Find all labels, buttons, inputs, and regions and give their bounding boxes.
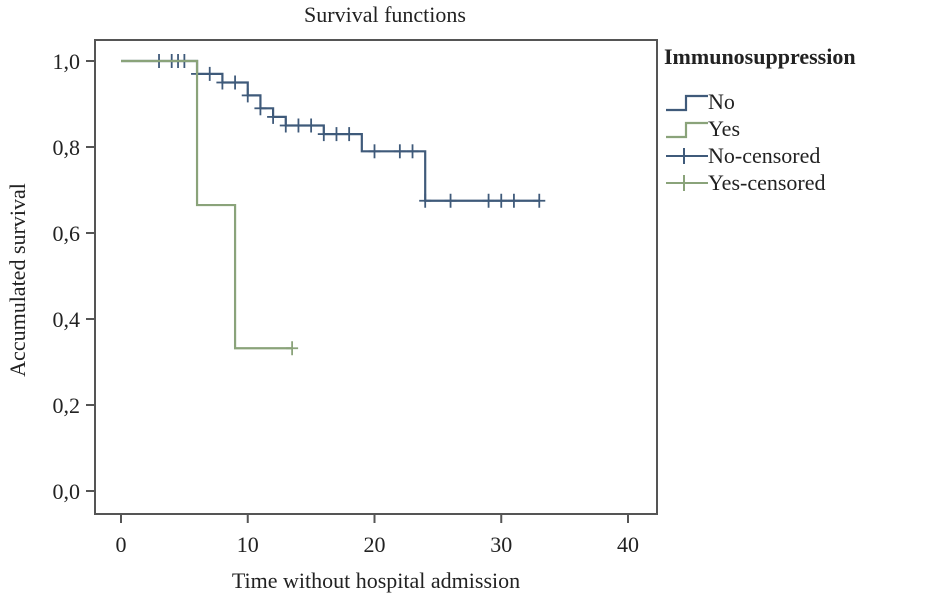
plot-area-frame <box>94 39 658 515</box>
y-axis: 0,0 0,2 0,4 0,6 0,8 1,0 <box>53 49 95 504</box>
y-tick-label: 1,0 <box>53 49 81 74</box>
legend-item: Yes-censored <box>664 169 826 196</box>
series-line-yes <box>121 59 293 350</box>
y-tick-label: 0,6 <box>53 221 81 246</box>
censor-mark-no <box>279 118 292 133</box>
censor-mark-no <box>482 193 495 208</box>
censor-mark-no <box>216 75 229 90</box>
censor-mark-no <box>406 144 419 159</box>
censor-mark-no <box>241 88 254 103</box>
censor-mark-no <box>229 75 242 90</box>
x-tick-label: 20 <box>364 532 386 557</box>
y-tick-label: 0,0 <box>53 479 81 504</box>
y-tick-label: 0,2 <box>53 393 81 418</box>
censor-mark-no <box>507 193 520 208</box>
censor-mark-no <box>203 66 216 81</box>
x-tick-label: 10 <box>237 532 259 557</box>
censor-mark-no <box>393 144 406 159</box>
chart-title: Survival functions <box>304 2 466 27</box>
legend-label: Yes-censored <box>708 169 826 195</box>
censor-mark-yes <box>286 341 299 356</box>
legend-label: No <box>708 88 735 114</box>
censor-mark-no <box>444 193 457 208</box>
censor-mark-no <box>330 127 343 142</box>
y-tick-label: 0,8 <box>53 135 81 160</box>
legend-item: Yes <box>664 115 826 142</box>
x-axis-label: Time without hospital admission <box>231 568 521 593</box>
legend-label: Yes <box>708 115 741 141</box>
censor-mark-no <box>533 193 546 208</box>
y-tick-label: 0,4 <box>53 307 81 332</box>
y-axis-label: Accumulated survival <box>5 183 30 377</box>
legend-censor-swatch <box>666 174 708 191</box>
censor-mark-no <box>419 193 432 208</box>
censor-mark-no <box>317 127 330 142</box>
series-layer <box>121 54 546 356</box>
legend-label: No-censored <box>708 142 821 168</box>
censor-mark-no <box>292 118 305 133</box>
censor-mark-no <box>495 193 508 208</box>
legend-step-swatch <box>666 121 708 138</box>
legend: No Yes No-censored Yes-censored <box>664 88 826 196</box>
censor-mark-no <box>254 101 267 116</box>
censor-mark-no <box>343 127 356 142</box>
legend-item: No <box>664 88 826 115</box>
censor-mark-no <box>305 118 318 133</box>
censor-mark-no <box>368 144 381 159</box>
legend-item: No-censored <box>664 142 826 169</box>
legend-title: Immunosuppression <box>664 44 856 69</box>
x-axis: 0 10 20 30 40 <box>116 514 639 557</box>
x-tick-label: 40 <box>617 532 639 557</box>
legend-step-swatch <box>666 94 708 111</box>
legend-censor-swatch <box>666 147 708 164</box>
x-tick-label: 0 <box>116 532 127 557</box>
censor-mark-no <box>267 109 280 124</box>
x-tick-label: 30 <box>490 532 512 557</box>
